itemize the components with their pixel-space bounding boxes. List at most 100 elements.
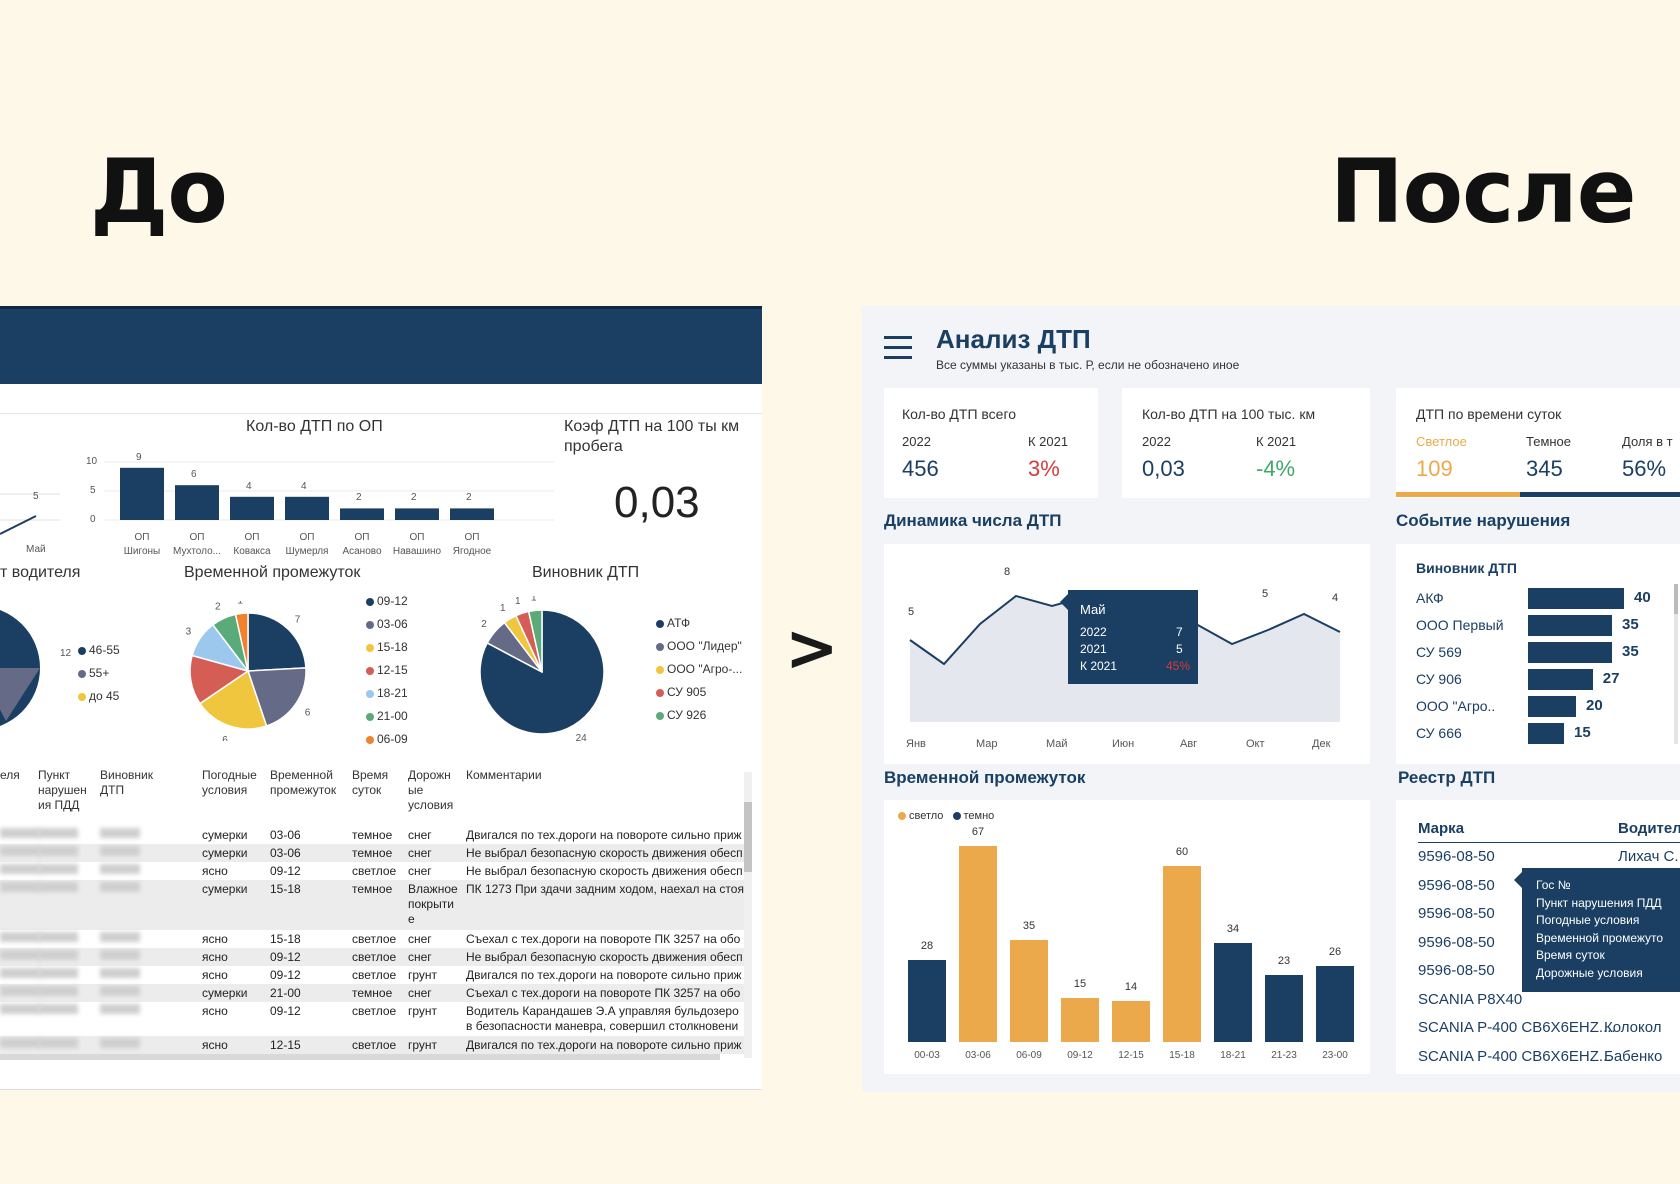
table-cell: светлое	[352, 968, 397, 982]
table-header-cell: еля	[0, 768, 20, 782]
blurred-cell	[0, 986, 40, 996]
old-driver-legend-item: 55+	[78, 666, 109, 680]
table-cell: темное	[352, 846, 393, 860]
tooltip-pointer-icon	[1514, 872, 1522, 888]
time-bar-value: 23	[1277, 954, 1291, 967]
time-bar-value: 26	[1328, 945, 1342, 958]
blurred-cell	[0, 864, 40, 874]
blurred-cell	[38, 882, 78, 892]
old-bar-value: 6	[191, 469, 197, 481]
blurred-cell	[100, 1004, 140, 1014]
menu-icon[interactable]	[884, 336, 912, 360]
kpi-delta: -4%	[1256, 456, 1296, 481]
pie-label: 1	[500, 603, 506, 614]
kpi-label: Кол-во ДТП всего	[902, 406, 1017, 422]
registry-row-brand: 9596-08-50	[1418, 905, 1495, 922]
blurred-cell	[100, 882, 140, 892]
legend-item: 18-21	[366, 686, 408, 700]
blurred-cell	[100, 864, 140, 874]
scroll-thumb[interactable]	[744, 802, 752, 872]
pie-label: 6	[305, 707, 311, 718]
table-cell: Съехал с тех.дороги на повороте ПК 3257 …	[466, 932, 741, 946]
registry-row-driver: Колокол	[1604, 1019, 1662, 1036]
table-cell: темное	[352, 986, 393, 1000]
legend-dot-icon	[78, 669, 86, 678]
event-bar-value: 35	[1622, 643, 1639, 660]
blurred-cell	[38, 932, 78, 942]
old-time-pie-title: Временной промежуток	[184, 564, 361, 581]
kpi-value: 0,03	[1142, 456, 1185, 481]
table-cell: светлое	[352, 1004, 397, 1018]
event-bar-label: СУ 906	[1416, 671, 1462, 687]
table-cell: светлое	[352, 932, 397, 946]
kpi-label: ДТП по времени суток	[1416, 406, 1562, 422]
blurred-cell	[38, 1004, 78, 1014]
kpi-daytime-card: ДТП по времени суток Светлое Темное Доля…	[1396, 388, 1680, 498]
pie-label: 3	[186, 627, 192, 638]
legend-label: 15-18	[377, 640, 408, 654]
table-cell: ясно	[202, 932, 228, 946]
old-h-scrollbar[interactable]	[0, 1054, 720, 1060]
blurred-cell	[100, 950, 140, 960]
kpi-year-label: 2022	[902, 434, 931, 449]
dyn-month-label: Дек	[1312, 738, 1331, 750]
old-bar-value: 4	[301, 480, 307, 492]
time-bar	[1265, 974, 1303, 1042]
time-bar-value: 35	[1022, 919, 1036, 932]
table-cell: сумерки	[202, 828, 248, 842]
old-bar	[340, 508, 384, 520]
kpi-dark-label: Темное	[1526, 434, 1572, 449]
old-bar-value: 2	[466, 492, 472, 504]
dyn-label-jan: 5	[908, 606, 915, 618]
time-chart-title: Временной промежуток	[884, 768, 1086, 787]
table-cell: Съехал с тех.дороги на повороте ПК 3257 …	[466, 986, 741, 1000]
old-bar	[395, 508, 439, 520]
legend-dot-icon	[366, 689, 374, 698]
old-driver-legend-item: 46-55	[78, 643, 120, 657]
pie-label: 2	[481, 619, 487, 630]
table-row: сумерки 03-06 темное снег Двигался по тех.до…	[0, 826, 744, 844]
blurred-cell	[0, 968, 40, 978]
before-heading: До	[90, 140, 228, 243]
pie-label: 7	[295, 615, 301, 626]
events-scrollbar[interactable]	[1674, 584, 1678, 744]
table-cell: ясно	[202, 968, 228, 982]
event-bar-label: СУ 666	[1416, 725, 1462, 741]
event-bar-value: 35	[1622, 616, 1639, 633]
event-bar-value: 27	[1602, 670, 1620, 687]
registry-tooltip-row: Время суток	[1536, 948, 1605, 962]
kpi-light-label: Светлое	[1416, 434, 1467, 449]
time-bar-category: 06-09	[1016, 1050, 1042, 1061]
event-bar-label: СУ 569	[1416, 644, 1462, 660]
table-cell: Не выбрал безопасную скорость движения о…	[466, 950, 743, 964]
kpi-light-value: 109	[1416, 456, 1453, 481]
time-bar	[1112, 1001, 1150, 1042]
legend-dot-icon	[656, 665, 664, 674]
dyn-month-label: Мар	[976, 738, 998, 750]
registry-row-brand: SCANIA P-400 CB6X6EHZ....	[1418, 1019, 1616, 1036]
legend-label: ООО "Агро-...	[667, 662, 743, 676]
kpi-total-card: Кол-во ДТП всего 2022 К 2021 456 3%	[884, 388, 1098, 498]
old-dashboard: 5 Май Кол-во ДТП по ОП 10 5 0 Коэф ДТП н…	[0, 306, 762, 1090]
blurred-cell	[38, 1038, 78, 1048]
legend-item: ООО "Агро-...	[656, 662, 742, 676]
registry-col-header[interactable]: Водител	[1618, 820, 1680, 837]
table-cell: светлое	[352, 1038, 397, 1052]
registry-tooltip-row: Погодные условия	[1536, 913, 1640, 927]
table-cell: 03-06	[270, 846, 301, 860]
event-bar-label: ООО "Агро..	[1416, 698, 1496, 714]
kpi-share-value: 56%	[1622, 456, 1667, 481]
blurred-cell	[100, 932, 140, 942]
kpi-dark-bar	[1520, 492, 1680, 497]
old-table-scrollbar[interactable]	[744, 772, 752, 1058]
old-line-xlabel: Май	[26, 544, 46, 555]
kpi-compare-label: К 2021	[1256, 434, 1297, 449]
legend-label: СУ 926	[667, 708, 707, 722]
registry-col-header[interactable]: Марка	[1418, 820, 1465, 837]
pie-slice	[198, 669, 268, 730]
table-cell: 09-12	[270, 950, 301, 964]
registry-row-brand: 9596-08-50	[1418, 933, 1495, 951]
dyn-month-label: Авг	[1180, 738, 1198, 750]
table-cell: грунт	[408, 1038, 438, 1052]
legend-dot-icon	[656, 642, 664, 651]
